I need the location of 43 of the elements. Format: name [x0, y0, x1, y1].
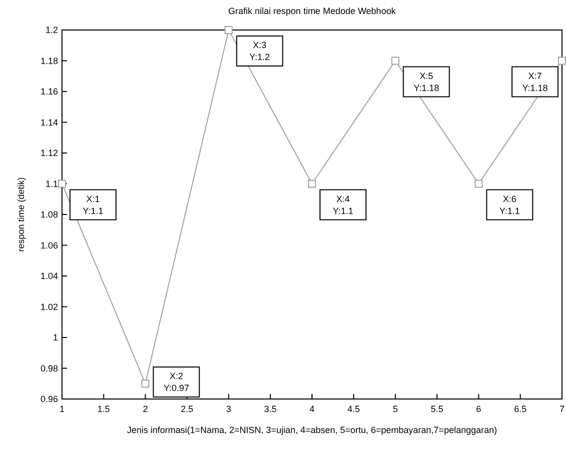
- y-axis-title: respon time (detik): [16, 177, 26, 252]
- point: [391, 56, 400, 65]
- point: [141, 380, 150, 388]
- y-tick-label: 1.08: [40, 210, 58, 220]
- x-tick-label: 2: [142, 404, 148, 414]
- point: [58, 180, 66, 188]
- point: [474, 180, 483, 188]
- point: [224, 26, 233, 34]
- x-tick-label: 6: [476, 404, 482, 414]
- y-tick-label: 1.06: [40, 240, 58, 250]
- y-tick-label: 1.14: [40, 117, 58, 128]
- y-tick-label: 1.04: [40, 271, 58, 281]
- x-tick-label: 3.5: [264, 404, 277, 414]
- x-tick-label: 5: [392, 404, 398, 414]
- x-tick-label: 2.5: [180, 404, 194, 414]
- x-tick-label: 6.5: [514, 404, 527, 414]
- annotation: X:6 Y:1.1: [499, 194, 520, 216]
- x-tick-label: 7: [559, 404, 565, 414]
- y-tick-label: 1.12: [40, 148, 58, 158]
- point: [308, 180, 316, 188]
- annotation: X:7 Y:1.18: [522, 70, 548, 93]
- x-tick-label: 1: [59, 404, 65, 414]
- annotation: X:3 Y:1.2: [249, 40, 270, 62]
- annotation: X:4 Y:1.1: [332, 194, 354, 216]
- x-tick-label: 1.5: [97, 404, 110, 414]
- y-tick-label: 1.2: [45, 25, 58, 35]
- x-axis-title: Jenis informasi(1=Nama, 2=NISN, 3=ujian, 4=absen, 5=ortu, 6=pembayaran,7=pelanggaran): [127, 425, 497, 435]
- annotation: X:1 Y:1.1: [82, 194, 104, 216]
- chart-title: Grafik nilai respon time Medode Webhook: [228, 6, 396, 16]
- y-tick-label: 1: [52, 332, 58, 342]
- x-tick-label: 4.5: [347, 404, 360, 414]
- y-tick-label: 1.1: [45, 178, 58, 189]
- x-tick-label: 5.5: [430, 404, 444, 414]
- y-tick-label: 1.16: [40, 86, 58, 96]
- y-tick-label: 1.02: [40, 302, 58, 312]
- y-tick-label: 0.96: [40, 394, 58, 404]
- annotation: X:2 Y:0.97: [164, 371, 190, 393]
- y-tick-label: 0.98: [40, 363, 58, 374]
- y-tick-label: 1.18: [40, 56, 58, 66]
- annotation: X:5 Y:1.18: [414, 70, 440, 93]
- x-tick-label: 4: [309, 404, 315, 414]
- point: [558, 56, 566, 65]
- x-tick-label: 3: [226, 404, 232, 414]
